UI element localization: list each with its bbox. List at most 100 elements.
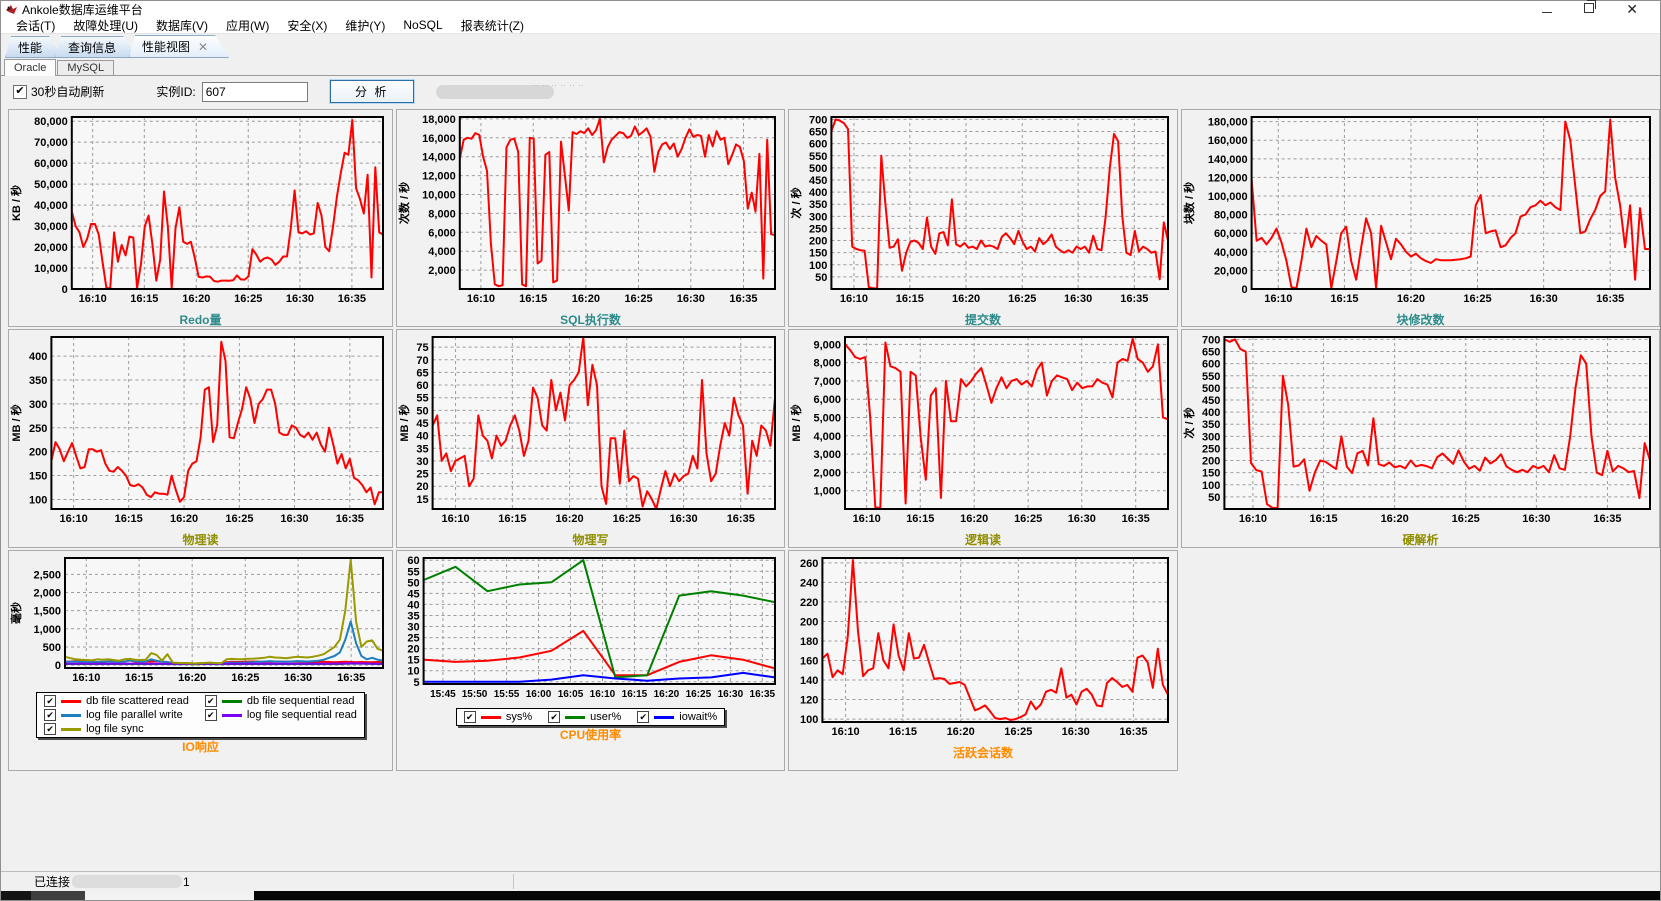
menu-item-5[interactable]: 安全(X)	[287, 18, 328, 33]
close-tab-icon[interactable]: ✕	[198, 39, 209, 54]
svg-text:块数 / 秒: 块数 / 秒	[1182, 182, 1196, 224]
legend-checkbox[interactable]: ✔	[204, 695, 217, 707]
svg-text:300: 300	[29, 399, 47, 411]
instance-id-input[interactable]	[201, 81, 308, 102]
svg-text:650: 650	[1202, 347, 1220, 359]
menu-item-3[interactable]: 数据库(V)	[156, 18, 208, 33]
svg-text:55: 55	[416, 393, 428, 405]
chart-panel-5: 100 150 200 250 300 350 400 MB / 秒 16:10 16:15 16:…	[8, 329, 393, 548]
tab-3[interactable]: 性能视图 ✕	[129, 35, 229, 58]
legend-label: iowait%	[679, 711, 718, 723]
chart-panel-10: 5 10 15 20 25 30 35 40 45 50 55 60 15:45 15:50 15:55 16…	[396, 550, 785, 771]
chart-title: Redo量	[179, 313, 222, 327]
svg-text:4,000: 4,000	[428, 246, 456, 258]
menu-item-7[interactable]: NoSQL	[403, 18, 443, 32]
svg-text:16:35: 16:35	[750, 689, 776, 700]
svg-text:16:15: 16:15	[1330, 293, 1358, 305]
series-line-physical-write-mb	[433, 338, 774, 508]
chart-panel-6: 15 20 25 30 35 40 45 50 55 60 65 70 75 MB / 秒 16:10 16:…	[396, 329, 785, 548]
svg-text:16:30: 16:30	[1522, 513, 1550, 525]
svg-text:100: 100	[1202, 480, 1220, 492]
svg-text:16:15: 16:15	[622, 689, 648, 700]
restore-button[interactable]	[1584, 0, 1597, 18]
auto-refresh-checkbox[interactable]: ✔	[13, 84, 27, 99]
svg-text:300: 300	[1202, 431, 1220, 443]
svg-text:30: 30	[416, 456, 428, 468]
connection-status: 已连接	[34, 875, 71, 889]
tab-1[interactable]: 性能	[5, 36, 63, 58]
menu-item-6[interactable]: 维护(Y)	[345, 18, 386, 33]
svg-text:16:15: 16:15	[125, 672, 153, 684]
svg-text:15: 15	[407, 655, 419, 667]
analyze-button[interactable]: 分 析	[328, 79, 415, 104]
svg-text:75: 75	[416, 342, 428, 354]
tab-label: 性能	[18, 40, 43, 55]
chart-panel-4: 0 20,000 40,000 60,000 80,000 100,000 120,000 1…	[1181, 109, 1660, 327]
svg-text:8,000: 8,000	[813, 358, 841, 370]
svg-text:16:30: 16:30	[280, 513, 308, 525]
svg-text:10,000: 10,000	[422, 189, 456, 201]
legend-checkbox[interactable]: ✔	[44, 695, 57, 707]
legend-checkbox[interactable]: ✔	[204, 709, 217, 721]
minimize-button[interactable]	[1542, 0, 1553, 18]
svg-text:180,000: 180,000	[1208, 117, 1248, 129]
svg-text:18,000: 18,000	[422, 114, 456, 126]
legend-item: ✔ user%	[548, 710, 621, 724]
chart-panel-9: 0 500 1,000 1,500 2,000 2,500 毫秒 16:10 16:15 16:2…	[8, 550, 393, 771]
close-icon: ✕	[1626, 1, 1638, 17]
chart-canvas: 1,000 2,000 3,000 4,000 5,000 6,000 7,000 8,000…	[789, 336, 1169, 525]
legend-item: ✔ sys%	[463, 710, 533, 724]
svg-text:450: 450	[809, 175, 827, 187]
svg-text:200: 200	[29, 447, 47, 459]
svg-text:次 / 秒: 次 / 秒	[789, 187, 803, 218]
series-line-user-percent	[424, 559, 774, 679]
svg-text:500: 500	[809, 163, 827, 175]
menu-item-8[interactable]: 报表统计(Z)	[460, 18, 525, 33]
legend-checkbox[interactable]: ✔	[44, 709, 57, 721]
menu-item-1[interactable]: 会话(T)	[16, 18, 56, 33]
app-icon	[6, 4, 17, 14]
legend-checkbox[interactable]: ✔	[637, 711, 650, 723]
chart-canvas: 100 120 140 160 180 200 220 240 260 16:10 16:15 16:…	[800, 557, 1170, 738]
legend-label: sys%	[505, 711, 533, 723]
svg-text:250: 250	[809, 223, 827, 235]
svg-text:15:50: 15:50	[462, 689, 488, 700]
svg-text:MB / 秒: MB / 秒	[9, 404, 23, 441]
chart-title: 块修改数	[1396, 313, 1445, 327]
statusbar-divider	[513, 874, 514, 889]
legend-line-sample	[221, 713, 242, 717]
tab-2[interactable]: 查询信息	[55, 36, 137, 58]
svg-text:16:20: 16:20	[952, 293, 980, 305]
chart-title: 硬解析	[1402, 533, 1439, 547]
svg-text:1,500: 1,500	[33, 606, 61, 618]
svg-text:16:30: 16:30	[670, 513, 698, 525]
legend-checkbox[interactable]: ✔	[463, 711, 476, 723]
series-line-commits-per-sec	[832, 118, 1168, 288]
svg-text:150: 150	[809, 248, 827, 260]
subtab-mysql[interactable]: MySQL	[57, 60, 115, 75]
chart-canvas: 0 10,000 20,000 30,000 40,000 50,000 60,000 70,…	[9, 116, 385, 305]
menu-item-4[interactable]: 应用(W)	[226, 18, 270, 33]
svg-text:30: 30	[407, 622, 419, 634]
svg-text:16:30: 16:30	[1062, 726, 1090, 738]
svg-text:16:25: 16:25	[686, 689, 712, 700]
menu-item-2[interactable]: 故障处理(U)	[73, 18, 138, 33]
legend-checkbox[interactable]: ✔	[44, 723, 57, 735]
close-button[interactable]: ✕	[1626, 1, 1638, 17]
svg-text:80,000: 80,000	[34, 116, 68, 128]
legend-checkbox[interactable]: ✔	[548, 711, 561, 723]
svg-text:60: 60	[416, 380, 428, 392]
svg-text:700: 700	[1202, 334, 1220, 346]
svg-text:16:25: 16:25	[613, 513, 641, 525]
chart-canvas: 2,000 4,000 6,000 8,000 10,000 12,000 14,000 16…	[397, 114, 777, 305]
svg-text:550: 550	[1202, 371, 1220, 383]
series-line-sys-percent	[424, 629, 774, 677]
svg-text:16:35: 16:35	[338, 293, 366, 305]
svg-text:5,000: 5,000	[813, 413, 841, 425]
svg-text:16:30: 16:30	[677, 293, 705, 305]
series-line-block-changes-per-sec	[1252, 118, 1649, 288]
legend-label: user%	[590, 711, 622, 723]
subtab-oracle[interactable]: Oracle	[4, 59, 57, 76]
chart-canvas: 100 150 200 250 300 350 400 MB / 秒 16:10 16:15 16:…	[9, 336, 385, 525]
svg-text:16:35: 16:35	[337, 672, 365, 684]
